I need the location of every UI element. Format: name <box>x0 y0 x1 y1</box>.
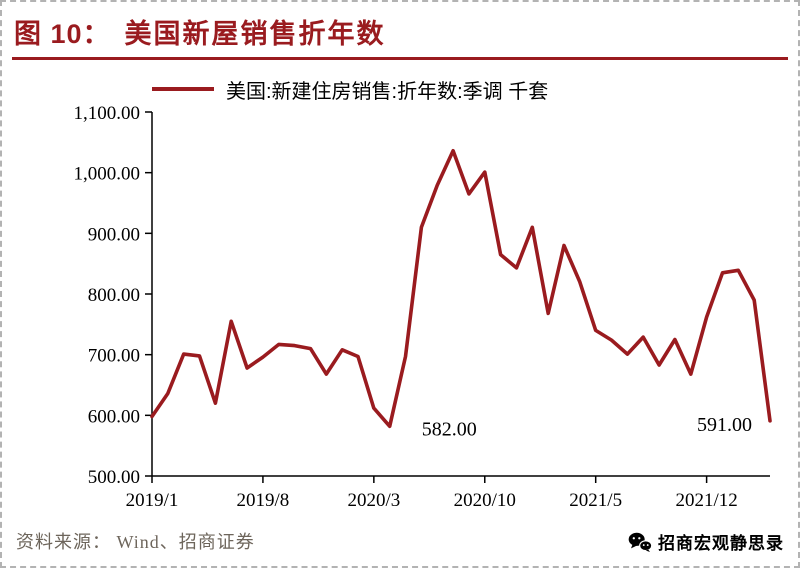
brand-logo: 招商宏观静思录 <box>628 529 784 554</box>
line-chart: 500.00 600.00 700.00 800.00 900.00 1,000.00 1,… <box>74 104 772 510</box>
y-tick-label: 500.00 <box>88 467 140 488</box>
y-tick-label: 700.00 <box>88 346 140 367</box>
chart-legend: 美国:新建住房销售:折年数:季调 千套 <box>152 76 798 103</box>
x-tick-label: 2021/5 <box>569 490 622 510</box>
y-tick-label: 900.00 <box>88 224 140 245</box>
source-note: 资料来源： Wind、招商证券 <box>16 532 255 552</box>
legend-line-swatch <box>152 87 214 91</box>
x-tick-label: 2020/10 <box>454 490 516 510</box>
figure-title: 美国新屋销售折年数 <box>124 19 386 49</box>
legend-label: 美国:新建住房销售:折年数:季调 千套 <box>226 80 549 103</box>
brand-logo-text: 招商宏观静思录 <box>658 534 784 553</box>
figure-number: 图 10： <box>14 19 111 49</box>
title-underline <box>12 57 788 60</box>
x-tick-label: 2019/1 <box>126 490 179 510</box>
x-tick-label: 2021/12 <box>675 490 737 510</box>
figure-header: 图 10： 美国新屋销售折年数 <box>2 2 798 51</box>
wechat-icon <box>628 532 652 552</box>
y-tick-label: 1,000.00 <box>74 164 141 185</box>
x-tick-label: 2019/8 <box>237 490 290 510</box>
y-tick-label: 1,100.00 <box>74 104 141 124</box>
y-tick-label: 800.00 <box>88 285 140 306</box>
series-line <box>150 148 772 429</box>
data-label: 591.00 <box>697 414 752 436</box>
y-tick-label: 600.00 <box>88 406 140 427</box>
x-tick-label: 2020/3 <box>347 490 400 510</box>
data-label: 582.00 <box>422 418 477 440</box>
